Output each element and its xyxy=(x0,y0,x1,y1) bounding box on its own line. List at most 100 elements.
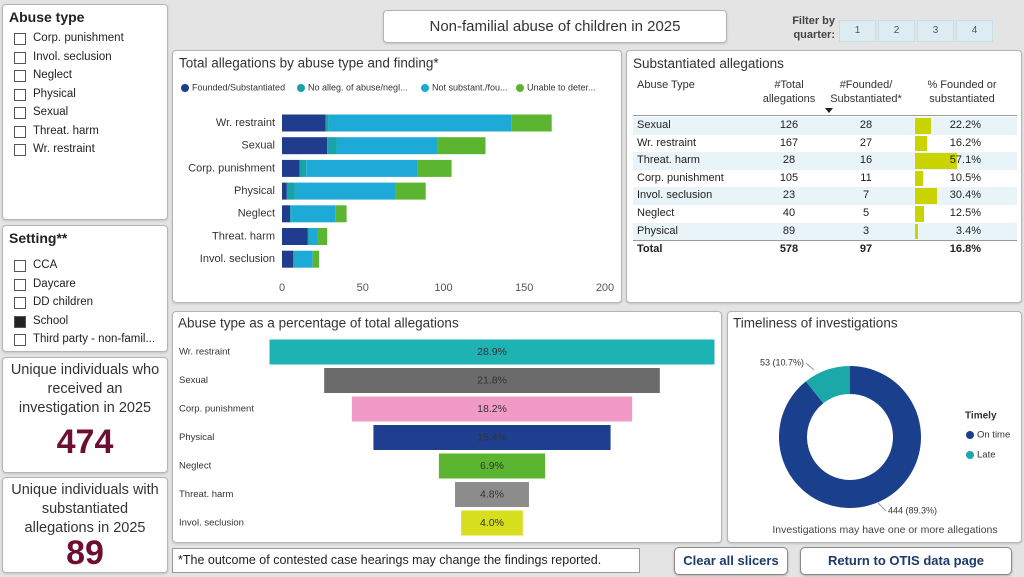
column-header: % Founded or substantiated xyxy=(927,79,997,105)
cell: 11 xyxy=(860,171,872,184)
slicer-item[interactable]: Physical xyxy=(33,87,76,100)
leader-line xyxy=(877,502,887,512)
kpi-card: Unique individuals with substantiated al… xyxy=(2,477,168,573)
bar-segment xyxy=(290,205,292,223)
cell: 30.4% xyxy=(949,189,981,202)
legend-label: Not substant./fou... xyxy=(432,82,508,92)
data-bar xyxy=(915,118,932,134)
value-label: 15.4% xyxy=(477,431,507,443)
slicer-item[interactable]: School xyxy=(33,314,69,327)
data-bar xyxy=(915,223,918,240)
slicer-item[interactable]: DD children xyxy=(33,296,94,308)
y-tick-label: Wr. restraint xyxy=(216,117,275,129)
x-tick-label: 200 xyxy=(596,282,614,294)
funnel-bar xyxy=(455,482,529,507)
slicer-item[interactable]: Wr. restraint xyxy=(33,143,95,155)
category-label: Wr. restraint xyxy=(179,347,230,358)
slicer-item[interactable]: Corp. punishment xyxy=(33,32,124,44)
checkbox[interactable] xyxy=(14,107,26,119)
cell: 3.4% xyxy=(955,224,981,237)
cell: Threat. harm xyxy=(637,154,700,167)
data-bar xyxy=(915,170,923,187)
category-label: Neglect xyxy=(179,461,212,472)
checkbox[interactable] xyxy=(14,70,26,82)
chart-panel: Abuse type as a percentage of total alle… xyxy=(172,311,722,543)
donut-slice xyxy=(779,366,921,508)
button[interactable]: Clear all slicers xyxy=(674,547,788,575)
column-header: #Founded/ Substantiated* xyxy=(830,79,902,105)
cell: 16.8% xyxy=(949,243,981,256)
cell: 126 xyxy=(779,119,799,131)
checkbox[interactable] xyxy=(14,334,26,346)
chart-note: Investigations may have one or more alle… xyxy=(772,524,997,536)
bar-segment xyxy=(437,137,486,155)
bar-segment xyxy=(291,205,336,223)
quarter-button[interactable]: 4 xyxy=(956,20,993,42)
legend-swatch xyxy=(421,84,429,92)
bar-segment xyxy=(294,250,313,268)
bar-segment xyxy=(327,137,337,155)
bar-segment xyxy=(282,159,300,177)
slicer-item[interactable]: Threat. harm xyxy=(33,124,99,137)
x-tick-label: 0 xyxy=(279,282,285,294)
checkbox[interactable] xyxy=(14,278,26,291)
slicer-title: Setting** xyxy=(9,230,68,246)
chart-title: Timeliness of investigations xyxy=(733,316,898,331)
kpi-card: Unique individuals who received an inves… xyxy=(2,357,168,473)
y-tick-label: Sexual xyxy=(241,140,275,152)
checkbox[interactable] xyxy=(14,51,26,64)
page-title: Non-familial abuse of children in 2025 xyxy=(429,18,681,35)
bar-segment xyxy=(282,250,294,268)
slicer-item[interactable]: Daycare xyxy=(33,277,76,290)
cell: Wr. restraint xyxy=(637,136,697,149)
slicer-item[interactable]: Neglect xyxy=(33,69,72,81)
cell: 97 xyxy=(859,243,873,256)
bar-segment xyxy=(336,137,438,155)
legend-label: On time xyxy=(977,430,1010,441)
checkbox[interactable] xyxy=(14,144,26,156)
y-tick-label: Threat. harm xyxy=(212,230,275,242)
checkbox[interactable] xyxy=(14,88,26,101)
cell: Corp. punishment xyxy=(637,171,724,184)
row-stripe xyxy=(633,222,1017,241)
quarter-button[interactable]: 2 xyxy=(878,20,915,42)
checkbox[interactable] xyxy=(14,260,26,272)
checkbox[interactable] xyxy=(14,297,26,309)
title-box: Non-familial abuse of children in 2025 xyxy=(383,10,727,43)
legend-swatch xyxy=(966,431,974,439)
kpi-value: 89 xyxy=(66,534,104,572)
table-title: Substantiated allegations xyxy=(633,56,784,71)
checkbox[interactable] xyxy=(14,33,26,45)
cell: 28 xyxy=(782,154,796,167)
bar-segment xyxy=(286,182,295,200)
quarter-button[interactable]: 1 xyxy=(839,20,876,42)
category-label: Invol. seclusion xyxy=(179,518,244,529)
slicer-item[interactable]: CCA xyxy=(33,259,58,271)
cell: 167 xyxy=(779,136,799,149)
funnel-bar xyxy=(438,453,546,479)
chart-title: Abuse type as a percentage of total alle… xyxy=(178,316,459,331)
checkbox[interactable] xyxy=(14,125,26,138)
legend-swatch xyxy=(516,84,524,92)
button[interactable]: Return to OTIS data page xyxy=(800,547,1012,575)
value-label: 444 (89.3%) xyxy=(888,505,937,515)
category-label: Threat. harm xyxy=(179,489,233,500)
filter-label: quarter: xyxy=(793,29,835,41)
chart: Total allegations by abuse type and find… xyxy=(179,56,614,294)
chart-panel: Timeliness of investigations 444 (89.3%) 5… xyxy=(727,311,1022,543)
table-panel: Substantiated allegations Abuse Type #Tota… xyxy=(626,50,1022,303)
y-tick-label: Invol. seclusion xyxy=(200,253,275,265)
bar-segment xyxy=(309,228,318,245)
slicer-item[interactable]: Sexual xyxy=(33,106,69,118)
x-tick-label: 100 xyxy=(434,282,452,294)
quarter-button[interactable]: 3 xyxy=(917,20,954,42)
slicer-item[interactable]: Invol. seclusion xyxy=(33,50,112,63)
filter-label: Filter by xyxy=(792,15,835,27)
cell: 105 xyxy=(779,171,799,184)
slicer-item[interactable]: Third party - non-famil... xyxy=(33,333,156,345)
legend-title: Timely xyxy=(965,411,997,422)
checkbox[interactable] xyxy=(14,315,26,328)
legend-swatch xyxy=(966,451,974,459)
legend-swatch xyxy=(181,84,189,92)
